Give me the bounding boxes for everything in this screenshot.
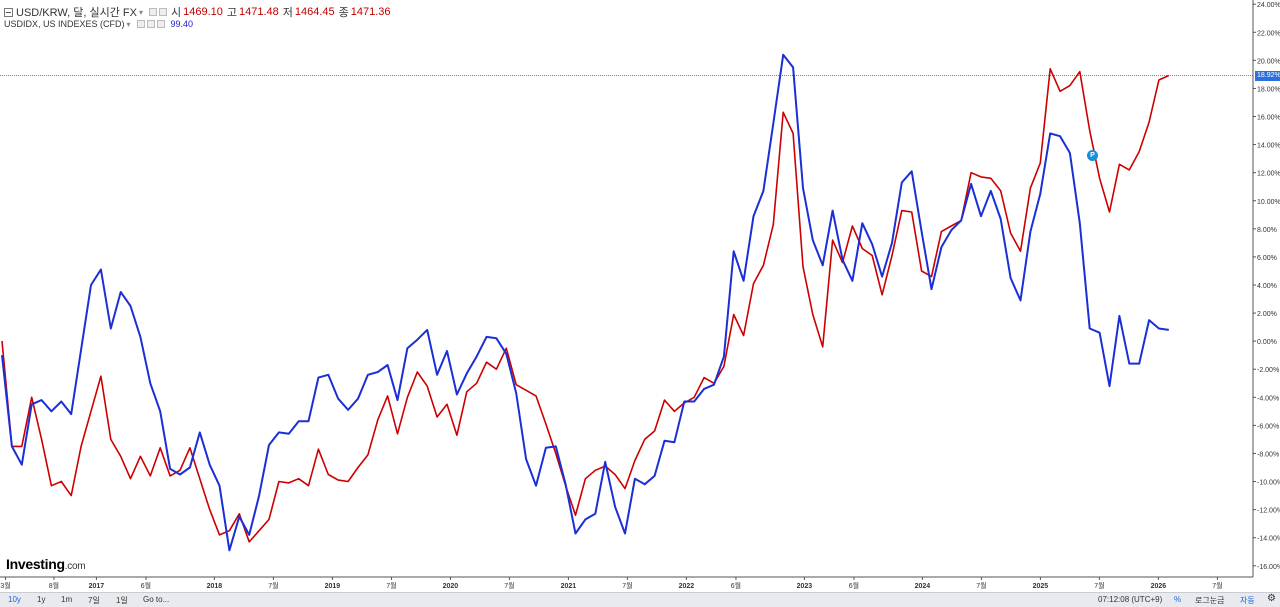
settings-icon[interactable] (148, 8, 157, 16)
event-marker[interactable]: P (1087, 150, 1098, 161)
x-tick-label: 2025 (1033, 583, 1049, 590)
chevron-down-icon[interactable]: ▾ (126, 19, 131, 29)
x-tick-label: 6월 (849, 581, 859, 590)
chevron-down-icon[interactable]: ▾ (138, 7, 143, 17)
y-tick-label: 0.00% (1257, 339, 1277, 346)
series-line-usdidx (1, 53, 1169, 552)
investing-logo: Investing.com (6, 556, 86, 572)
open-label: 시 (170, 7, 182, 19)
y-tick-label: -2.00% (1257, 367, 1279, 374)
compare-legend: USDIDX, US INDEXES (CFD) ▾ 99.40 (4, 19, 193, 29)
y-tick-label: 6.00% (1257, 255, 1277, 262)
y-tick-label: 10.00% (1257, 199, 1280, 206)
x-tick-label: 2022 (679, 583, 695, 590)
y-tick-label: 14.00% (1257, 143, 1280, 150)
range-7d-button[interactable]: 7일 (88, 596, 100, 605)
y-tick-label: -14.00% (1257, 536, 1280, 543)
hide-icon[interactable] (146, 20, 155, 28)
collapse-icon[interactable] (4, 7, 13, 17)
x-tick-label: 7월 (976, 581, 986, 590)
y-tick-label: 12.00% (1257, 171, 1280, 178)
logo-text: Investing (6, 556, 65, 572)
last-value-tag: 18.92% (1255, 71, 1280, 81)
percent-toggle[interactable]: % (1174, 595, 1182, 604)
x-tick-label: 2026 (1151, 583, 1167, 590)
compare-symbol[interactable]: USDIDX, US INDEXES (CFD) (4, 19, 125, 29)
x-tick-label: 3월 (0, 581, 10, 590)
close-icon[interactable] (156, 20, 165, 28)
compare-value: 99.40 (170, 19, 194, 29)
range-10y-button[interactable]: 10y (8, 595, 21, 604)
y-tick-label: 24.00% (1257, 2, 1280, 9)
series-line-usd-krw (1, 68, 1170, 543)
x-tick-label: 6월 (141, 581, 151, 590)
x-tick-label: 7월 (1094, 581, 1104, 590)
log-scale-toggle[interactable]: 로그눈금 (1195, 596, 1225, 605)
x-tick-label: 8월 (49, 581, 59, 590)
legend-symbol[interactable]: USD/KRW, 달, 실시간 FX (16, 7, 137, 19)
goto-button[interactable]: Go to... (143, 595, 170, 604)
x-tick-label: 2019 (325, 583, 341, 590)
hide-icon[interactable] (158, 8, 167, 16)
y-tick-label: 20.00% (1257, 58, 1280, 65)
x-tick-label: 7월 (268, 581, 278, 590)
y-tick-label: 18.00% (1257, 86, 1280, 93)
bottom-toolbar: 10y 1y 1m 7일 1일 Go to... 07:12:08 (UTC+9… (0, 592, 1280, 607)
x-tick-label: 2020 (443, 583, 459, 590)
x-tick-label: 2017 (89, 583, 105, 590)
logo-suffix: .com (64, 561, 86, 572)
x-tick-label: 6월 (731, 581, 741, 590)
y-tick-label: -4.00% (1257, 395, 1279, 402)
settings-icon[interactable] (136, 20, 145, 28)
y-tick-label: -6.00% (1257, 423, 1279, 430)
x-tick-label: 2023 (797, 583, 813, 590)
high-value: 1471.48 (239, 6, 279, 18)
y-axis: 24.00% 22.00% 20.00% 18.00% 16.00% 14.00% 12.0… (1252, 0, 1280, 577)
chart-series (1, 53, 1170, 552)
low-label: 저 (282, 7, 293, 19)
range-1d-button[interactable]: 1일 (116, 596, 128, 605)
y-tick-label: 4.00% (1257, 283, 1277, 290)
x-tick-label: 2024 (915, 583, 931, 590)
close-value: 1471.36 (350, 6, 391, 18)
y-tick-label: -12.00% (1257, 508, 1280, 515)
x-tick-label: 7월 (622, 581, 632, 590)
x-tick-label: 7월 (1212, 581, 1222, 590)
range-1m-button[interactable]: 1m (61, 595, 73, 604)
y-tick-label: 2.00% (1257, 311, 1277, 318)
close-label: 종 (338, 7, 349, 19)
y-tick-label: -8.00% (1257, 451, 1279, 458)
gear-icon[interactable]: ⚙ (1267, 593, 1276, 604)
x-tick-label: 7월 (386, 581, 396, 590)
main-legend: USD/KRW, 달, 실시간 FX ▾ 시 1469.10 고 1471.48… (4, 4, 391, 20)
y-tick-label: -16.00% (1257, 564, 1280, 571)
range-1y-button[interactable]: 1y (37, 595, 46, 604)
auto-scale-toggle[interactable]: 자동 (1240, 596, 1255, 605)
y-tick-label: 8.00% (1257, 227, 1277, 234)
low-value: 1464.45 (294, 6, 335, 18)
open-value: 1469.10 (183, 6, 223, 18)
clock-display: 07:12:08 (UTC+9) (1098, 595, 1163, 604)
y-tick-label: 16.00% (1257, 115, 1280, 122)
x-tick-label: 2021 (561, 583, 577, 590)
y-tick-label: 22.00% (1257, 30, 1280, 37)
high-label: 고 (226, 7, 237, 19)
x-tick-label: 2018 (207, 583, 223, 590)
x-axis: 3월 8월 2017 6월 2018 7월 2019 7월 2020 7월 2021 7월 2022 6월… (0, 576, 1253, 590)
x-tick-label: 7월 (504, 581, 514, 590)
y-tick-label: -10.00% (1257, 480, 1280, 487)
